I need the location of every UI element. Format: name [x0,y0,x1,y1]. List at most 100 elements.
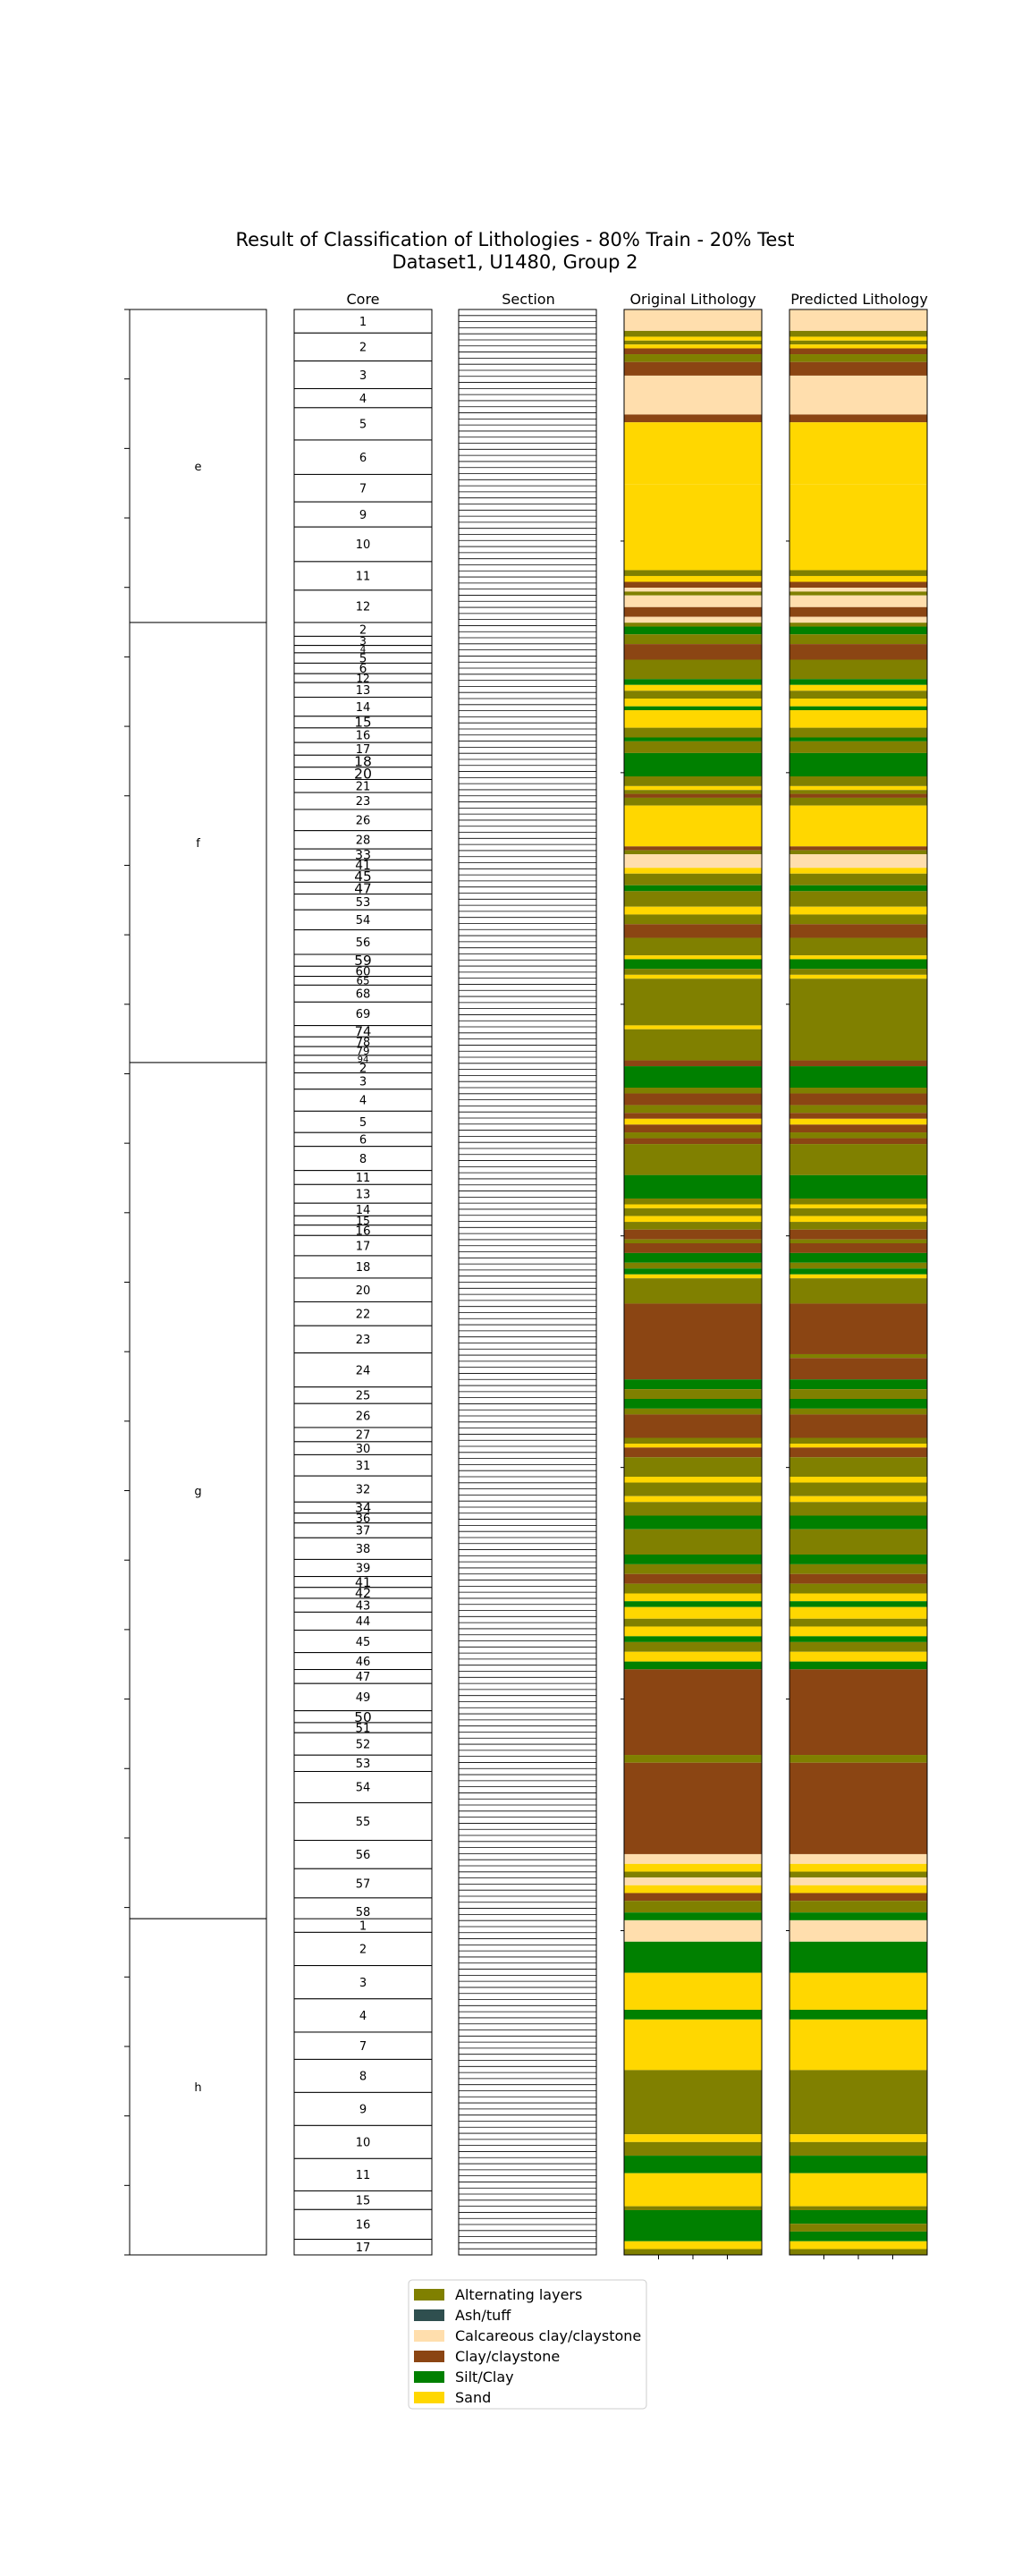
predicted-lithology-segment [789,1229,927,1240]
core-box [293,1301,433,1326]
original-lithology-segment [624,1113,762,1119]
core-label: 57 [356,1877,371,1891]
predicted-lithology-segment [789,1414,927,1438]
predicted-lithology-segment [789,1198,927,1205]
original-lithology-segment [624,570,762,576]
core-label: 3 [359,1977,367,1990]
predicted-lithology-segment [789,974,927,979]
core-label: 2 [359,342,367,355]
predicted-lithology-segment [789,1941,927,1973]
predicted-lithology-segment [789,414,927,423]
predicted-lithology-segment [789,2141,927,2157]
core-label: 68 [356,988,371,1002]
predicted-lithology-segment [789,1113,927,1119]
legend-swatch [414,2309,444,2321]
section-column [458,309,597,2256]
original-lithology-segment [624,752,762,776]
original-lithology-segment [624,1144,762,1175]
predicted-lithology-segment [789,1358,927,1380]
core-label: 16 [356,730,371,743]
core-label: 37 [356,1525,371,1538]
predicted-lithology-segment [789,1174,927,1199]
original-lithology-segment [624,1457,762,1477]
predicted-lithology-segment [789,348,927,355]
core-label: 11 [356,571,371,584]
core-label: 4 [359,393,367,406]
unit-box [129,1062,267,1919]
core-label: 56 [356,1849,371,1862]
predicted-lithology-segment [789,1762,927,1854]
predicted-lithology-segment [789,1618,927,1627]
core-label: 15 [354,715,371,731]
predicted-lithology-segment [789,1601,927,1607]
core-label: 69 [356,1008,371,1021]
original-lithology-segment [624,1515,762,1530]
original-lithology-segment [624,1447,762,1458]
original-lithology-segment [624,785,762,791]
predicted-lithology-segment [789,1555,927,1564]
predicted-lithology-segment [789,344,927,349]
core-label: 49 [356,1691,371,1705]
core-label: 45 [356,1636,371,1649]
core-label: 4 [359,1095,367,1108]
core-label: 1 [359,316,367,329]
original-lithology-segment [624,1606,762,1619]
original-lithology-segment [624,906,762,915]
predicted-lithology-segment [789,1118,927,1125]
core-label: 53 [356,1758,371,1771]
predicted-lithology-segment [789,1303,927,1354]
predicted-lithology-segment [789,1408,927,1415]
predicted-lithology-segment [789,1243,927,1253]
core-box [293,2124,433,2159]
core-box [293,1965,433,2000]
original-lithology-segment [624,2070,762,2135]
original-lithology-segment [624,1414,762,1438]
original-lithology-segment [624,1029,762,1061]
unit-label: f [196,837,200,851]
core-box [293,332,433,362]
core-label: 41 [355,859,370,873]
predicted-lithology-segment [789,959,927,970]
predicted-lithology-segment [789,1496,927,1503]
original-lithology-segment [624,684,762,691]
predicted-lithology-segment [789,2241,927,2250]
original-lithology-segment [624,979,762,1026]
core-box [293,526,433,563]
original-lithology-segment [624,741,762,753]
original-lithology-segment [624,1755,762,1763]
original-lithology-segment [624,1941,762,1973]
predicted-lithology-segment [789,340,927,345]
core-label: 3 [359,369,367,383]
original-lithology-segment [624,854,762,869]
core-box [293,2031,433,2060]
original-lithology-segment [624,375,762,415]
original-lithology-segment [624,891,762,907]
core-box [293,2058,433,2093]
core-box [293,1255,433,1279]
predicted-lithology-segment [789,1482,927,1496]
predicted-lithology-segment [789,1353,927,1359]
predicted-lithology-segment [789,1636,927,1642]
core-label: 4 [360,644,367,655]
predicted-lithology-segment [789,422,927,485]
predicted-lithology-segment [789,1399,927,1409]
original-lithology-segment [624,644,762,660]
legend-swatch [414,2330,444,2342]
original-lithology-segment [624,1626,762,1637]
core-label: 5 [359,652,367,666]
predicted-lithology-segment [789,2209,927,2224]
original-lithology-segment [624,793,762,798]
original-lithology-segment [624,1885,762,1894]
predicted-lithology-segment [789,979,927,1061]
core-label: 51 [356,1722,371,1735]
core-label: 45 [354,869,371,885]
predicted-lithology-segment [789,1885,927,1894]
core-label: 26 [356,1410,371,1423]
core-label: 8 [359,1153,367,1166]
original-lithology-segment [624,699,762,707]
original-lithology-segment [624,1252,762,1263]
original-lithology-segment [624,2019,762,2071]
core-label: 8 [359,2071,367,2084]
predicted-lithology-segment [789,570,927,576]
original-lithology-segment [624,1278,762,1304]
